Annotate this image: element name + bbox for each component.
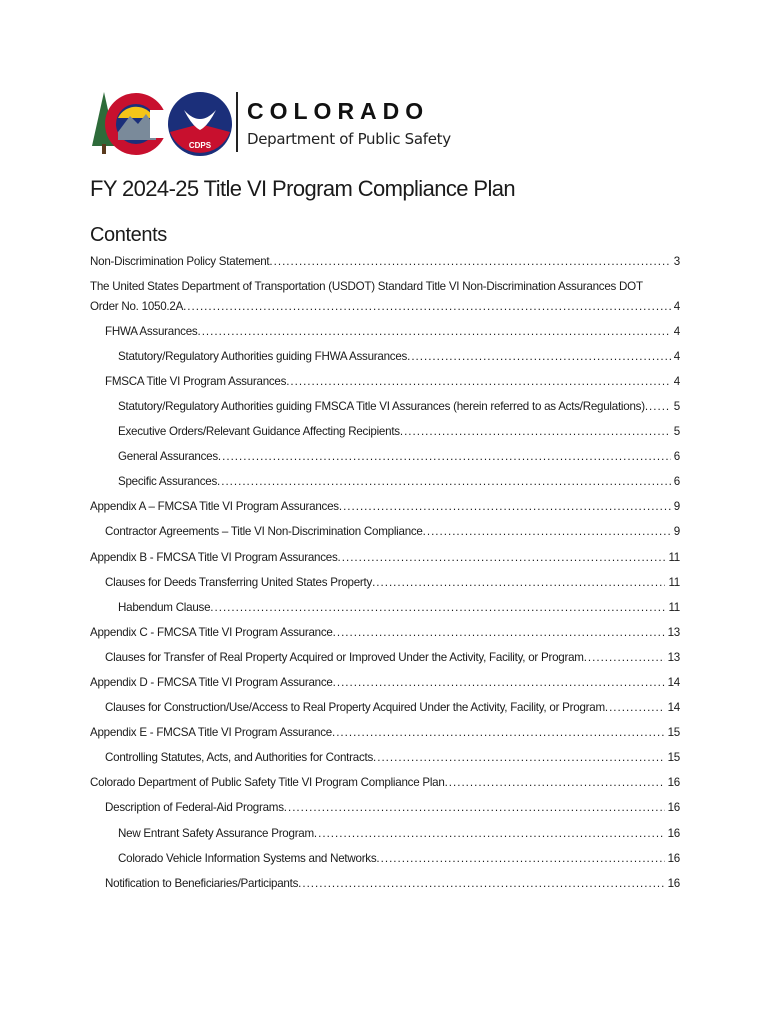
toc-entry[interactable]: Controlling Statutes, Acts, and Authorit…: [105, 748, 680, 768]
toc-entry-title: Appendix D - FMCSA Title VI Program Assu…: [90, 676, 333, 689]
toc-entry-page: 3: [670, 252, 680, 272]
toc-entry-page: 5: [670, 396, 680, 417]
toc-entry-title: FHWA Assurances: [105, 325, 198, 338]
toc-entry-page: 11: [665, 547, 680, 568]
toc-entry-page: 13: [664, 622, 680, 643]
toc-entry[interactable]: Appendix C - FMCSA Title VI Program Assu…: [90, 622, 680, 643]
toc-entry-page: 5: [670, 422, 680, 442]
table-of-contents: Non-Discrimination Policy Statement 3 The …: [90, 252, 680, 899]
toc-entry-title: Executive Orders/Relevant Guidance Affec…: [118, 425, 400, 438]
toc-entry[interactable]: Appendix B - FMCSA Title VI Program Assu…: [90, 547, 680, 568]
toc-entry-page: 13: [664, 647, 680, 668]
toc-entry-title: Clauses for Construction/Use/Access to R…: [105, 701, 605, 714]
toc-entry[interactable]: Statutory/Regulatory Authorities guiding…: [118, 346, 680, 367]
toc-entry-title: Specific Assurances: [118, 475, 217, 488]
toc-entry-title: Statutory/Regulatory Authorities guiding…: [118, 400, 645, 413]
toc-entry[interactable]: FHWA Assurances 4: [105, 321, 680, 342]
toc-entry-page: 15: [664, 748, 680, 768]
toc-entry-title: Clauses for Transfer of Real Property Ac…: [105, 651, 584, 664]
toc-entry-page: 11: [665, 597, 680, 618]
toc-entry-page: 16: [664, 798, 680, 818]
toc-entry-title: Colorado Vehicle Information Systems and…: [118, 852, 377, 865]
toc-entry-page: 14: [664, 698, 680, 718]
toc-entry[interactable]: Clauses for Transfer of Real Property Ac…: [105, 647, 680, 668]
toc-entry[interactable]: Habendum Clause 11: [118, 597, 680, 618]
toc-entry-page: 16: [664, 773, 680, 793]
document-title: FY 2024-25 Title VI Program Compliance P…: [90, 176, 516, 201]
toc-entry[interactable]: Statutory/Regulatory Authorities guiding…: [118, 396, 680, 417]
toc-entry[interactable]: Contractor Agreements – Title VI Non-Dis…: [105, 522, 680, 542]
toc-entry[interactable]: FMSCA Title VI Program Assurances 4: [105, 371, 680, 392]
toc-entry-page: 4: [670, 346, 680, 367]
toc-entry[interactable]: General Assurances 6: [118, 447, 680, 467]
toc-entry-page: 4: [670, 296, 680, 317]
toc-entry-title: Contractor Agreements – Title VI Non-Dis…: [105, 525, 423, 538]
svg-text:CDPS: CDPS: [189, 141, 212, 150]
toc-entry-page: 4: [670, 371, 680, 392]
toc-entry-title: General Assurances: [118, 450, 218, 463]
toc-entry-page: 6: [670, 447, 680, 467]
toc-entry-title: Non-Discrimination Policy Statement: [90, 255, 270, 268]
toc-entry-page: 16: [664, 848, 680, 869]
toc-entry[interactable]: Notification to Beneficiaries/Participan…: [105, 873, 680, 894]
toc-entry-title: FMSCA Title VI Program Assurances: [105, 375, 286, 388]
colorado-cdps-emblem-icon: CDPS: [92, 92, 232, 156]
toc-entry-title: The United States Department of Transpor…: [90, 280, 643, 313]
toc-entry-title: Appendix B - FMCSA Title VI Program Assu…: [90, 551, 338, 564]
toc-entry-title: Statutory/Regulatory Authorities guiding…: [118, 350, 407, 363]
toc-entry[interactable]: Colorado Department of Public Safety Tit…: [90, 773, 680, 793]
toc-entry-title: Notification to Beneficiaries/Participan…: [105, 877, 298, 890]
cdps-logo: CDPS: [88, 88, 468, 158]
toc-entry[interactable]: New Entrant Safety Assurance Program 16: [118, 823, 680, 844]
toc-entry[interactable]: Description of Federal-Aid Programs 16: [105, 798, 680, 818]
toc-entry-page: 16: [664, 873, 680, 894]
toc-entry-title: New Entrant Safety Assurance Program: [118, 827, 314, 840]
toc-entry[interactable]: Appendix A – FMCSA Title VI Program Assu…: [90, 497, 680, 517]
toc-entry-title: Description of Federal-Aid Programs: [105, 801, 284, 814]
toc-entry[interactable]: Specific Assurances 6: [118, 472, 680, 492]
toc-entry-page: 14: [664, 673, 680, 693]
toc-entry-title: Colorado Department of Public Safety Tit…: [90, 776, 445, 789]
toc-entry-page: 9: [670, 497, 680, 517]
contents-heading: Contents: [90, 224, 167, 246]
toc-entry-title: Appendix C - FMCSA Title VI Program Assu…: [90, 626, 333, 639]
department-name: Department of Public Safety: [247, 130, 451, 148]
toc-entry[interactable]: Clauses for Deeds Transferring United St…: [105, 572, 680, 593]
toc-entry-title: Controlling Statutes, Acts, and Authorit…: [105, 751, 373, 764]
toc-entry[interactable]: Non-Discrimination Policy Statement 3: [90, 252, 680, 272]
toc-entry-title: Appendix E - FMCSA Title VI Program Assu…: [90, 726, 332, 739]
toc-entry-page: 15: [664, 723, 680, 743]
toc-entry[interactable]: Appendix D - FMCSA Title VI Program Assu…: [90, 673, 680, 693]
toc-entry-page: 16: [664, 823, 680, 844]
toc-entry-page: 4: [670, 321, 680, 342]
toc-entry-title: Clauses for Deeds Transferring United St…: [105, 576, 372, 589]
toc-entry[interactable]: The United States Department of Transpor…: [90, 277, 680, 317]
toc-entry[interactable]: Executive Orders/Relevant Guidance Affec…: [118, 422, 680, 442]
toc-entry[interactable]: Appendix E - FMCSA Title VI Program Assu…: [90, 723, 680, 743]
toc-entry-title: Appendix A – FMCSA Title VI Program Assu…: [90, 500, 339, 513]
toc-entry-page: 9: [670, 522, 680, 542]
toc-entry-title: Habendum Clause: [118, 601, 211, 614]
toc-entry[interactable]: Clauses for Construction/Use/Access to R…: [105, 698, 680, 718]
toc-entry-page: 6: [670, 472, 680, 492]
org-name: COLORADO: [247, 98, 430, 124]
toc-entry[interactable]: Colorado Vehicle Information Systems and…: [118, 848, 680, 869]
toc-entry-page: 11: [665, 572, 680, 593]
logo-divider: [236, 92, 238, 152]
